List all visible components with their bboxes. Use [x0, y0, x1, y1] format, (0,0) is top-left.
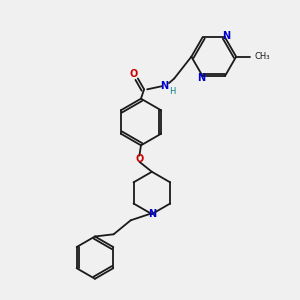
Text: O: O: [129, 69, 137, 79]
Text: H: H: [169, 87, 175, 96]
Text: N: N: [197, 73, 205, 82]
Text: O: O: [135, 154, 143, 164]
Text: N: N: [160, 81, 168, 91]
Text: CH₃: CH₃: [255, 52, 270, 61]
Text: N: N: [223, 31, 231, 41]
Text: N: N: [148, 209, 156, 219]
